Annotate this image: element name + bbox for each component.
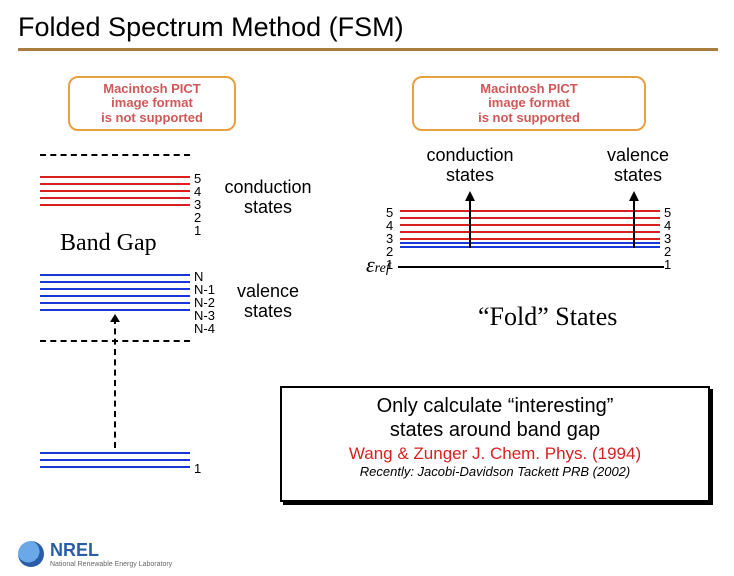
energy-level: [400, 238, 660, 240]
nrel-logo: NREL National Renewable Energy Laborator…: [18, 540, 172, 568]
level-number: 1: [194, 224, 201, 237]
energy-level: [40, 183, 190, 185]
nrel-logo-icon: [18, 541, 44, 567]
fold-states-label: “Fold” States: [478, 302, 617, 332]
level-number: N-4: [194, 322, 215, 335]
callout-box: Only calculate “interesting” states arou…: [280, 386, 710, 502]
energy-level: [40, 176, 190, 178]
nrel-name: NREL: [50, 540, 172, 561]
title-underline: [18, 48, 718, 51]
folded-lines: [400, 210, 660, 253]
callout-ref1: Wang & Zunger J. Chem. Phys. (1994): [290, 444, 700, 464]
arrowhead-icon: [110, 314, 120, 322]
energy-level: [40, 309, 190, 311]
energy-level: [40, 466, 190, 468]
energy-level: [40, 288, 190, 290]
energy-level: [400, 246, 660, 248]
fold-right-numbers: 5 4 3 2 1: [664, 206, 671, 271]
valence-numbers: N N-1 N-2 N-3 N-4: [194, 270, 215, 335]
energy-level: [400, 231, 660, 233]
energy-level: [40, 459, 190, 461]
eref-subscript: ref: [375, 261, 390, 276]
energy-level: [400, 210, 660, 212]
bottom-number: 1: [194, 462, 201, 475]
energy-level: [40, 302, 190, 304]
valence-bottom-lines: [40, 452, 190, 473]
right-fold-diagram: conduction states valence states 5 4 3 2…: [380, 150, 720, 350]
energy-level: [400, 224, 660, 226]
energy-level: [400, 242, 660, 244]
energy-level: [40, 204, 190, 206]
vertical-dashed: [114, 318, 116, 448]
callout-line2: states around band gap: [290, 418, 700, 442]
energy-level: [40, 295, 190, 297]
dashed-line: [40, 154, 190, 156]
eref-label: εref: [366, 252, 390, 278]
pict-placeholder-left: Macintosh PICT image format is not suppo…: [68, 76, 236, 131]
eref-line: [398, 266, 664, 268]
slide-title: Folded Spectrum Method (FSM): [18, 12, 404, 43]
energy-level: [400, 217, 660, 219]
left-energy-diagram: 5 4 3 2 1 conduction states Band Gap N N…: [40, 154, 250, 484]
callout-line1: Only calculate “interesting”: [290, 394, 700, 418]
energy-level: [40, 452, 190, 454]
valence-label: valence states: [228, 282, 308, 322]
conduction-label: conduction states: [218, 178, 318, 218]
conduction-header: conduction states: [420, 146, 520, 186]
band-gap-label: Band Gap: [60, 230, 157, 257]
energy-level: [40, 281, 190, 283]
energy-level: [40, 197, 190, 199]
callout-ref2: Recently: Jacobi-Davidson Tackett PRB (2…: [290, 464, 700, 480]
epsilon-symbol: ε: [366, 252, 375, 277]
nrel-subtitle: National Renewable Energy Laboratory: [50, 561, 172, 568]
valence-header: valence states: [598, 146, 678, 186]
level-number: 1: [664, 258, 671, 271]
pict-placeholder-right: Macintosh PICT image format is not suppo…: [412, 76, 646, 131]
conduction-lines: [40, 176, 190, 211]
energy-level: [40, 274, 190, 276]
valence-lines: [40, 274, 190, 316]
energy-level: [40, 190, 190, 192]
conduction-numbers: 5 4 3 2 1: [194, 172, 201, 237]
